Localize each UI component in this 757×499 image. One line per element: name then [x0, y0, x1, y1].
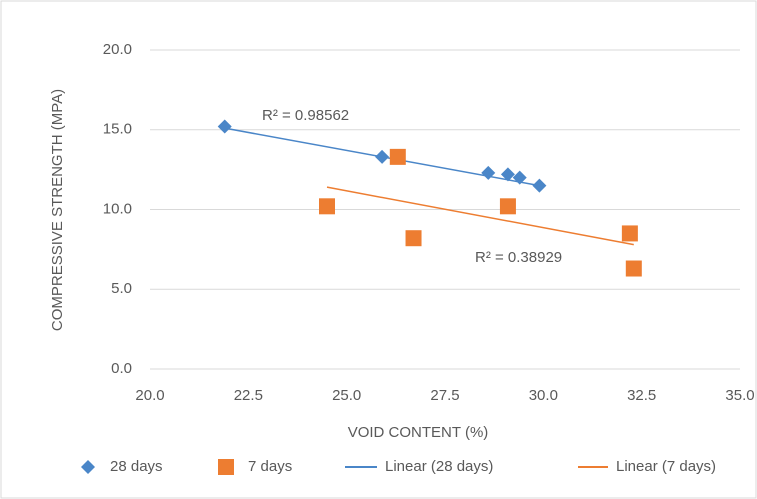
x-tick-label: 30.0: [529, 387, 558, 404]
r-squared-label: R² = 0.98562: [262, 107, 349, 124]
point: [625, 260, 642, 277]
trendline: [326, 186, 634, 246]
legend-label: Linear (28 days): [385, 458, 493, 475]
legend-marker: [81, 460, 95, 474]
y-tick-label: 5.0: [111, 280, 132, 297]
x-tick-label: 22.5: [234, 387, 263, 404]
point: [405, 230, 422, 247]
point: [532, 178, 547, 193]
r-squared-label: R² = 0.38929: [475, 249, 562, 266]
y-tick-label: 15.0: [103, 121, 132, 138]
legend-label: 28 days: [110, 458, 163, 475]
legend-marker: [218, 459, 234, 475]
point: [481, 165, 496, 180]
point: [389, 148, 406, 165]
y-tick-label: 0.0: [111, 360, 132, 377]
x-tick-label: 32.5: [627, 387, 656, 404]
legend-label: 7 days: [248, 458, 292, 475]
point: [621, 225, 638, 242]
point: [500, 167, 515, 182]
x-tick-label: 35.0: [725, 387, 754, 404]
point: [319, 198, 335, 215]
x-tick-label: 20.0: [135, 387, 164, 404]
point: [217, 119, 232, 134]
y-axis-title: COMPRESSIVE STRENGTH (MPA): [49, 89, 66, 331]
legend-label: Linear (7 days): [616, 458, 716, 475]
y-tick-label: 10.0: [103, 200, 132, 217]
point: [375, 149, 390, 164]
y-tick-label: 20.0: [103, 41, 132, 58]
x-tick-label: 27.5: [430, 387, 459, 404]
x-tick-label: 25.0: [332, 387, 361, 404]
point: [512, 170, 527, 185]
point: [499, 198, 516, 215]
x-axis-title: VOID CONTENT (%): [348, 424, 489, 441]
